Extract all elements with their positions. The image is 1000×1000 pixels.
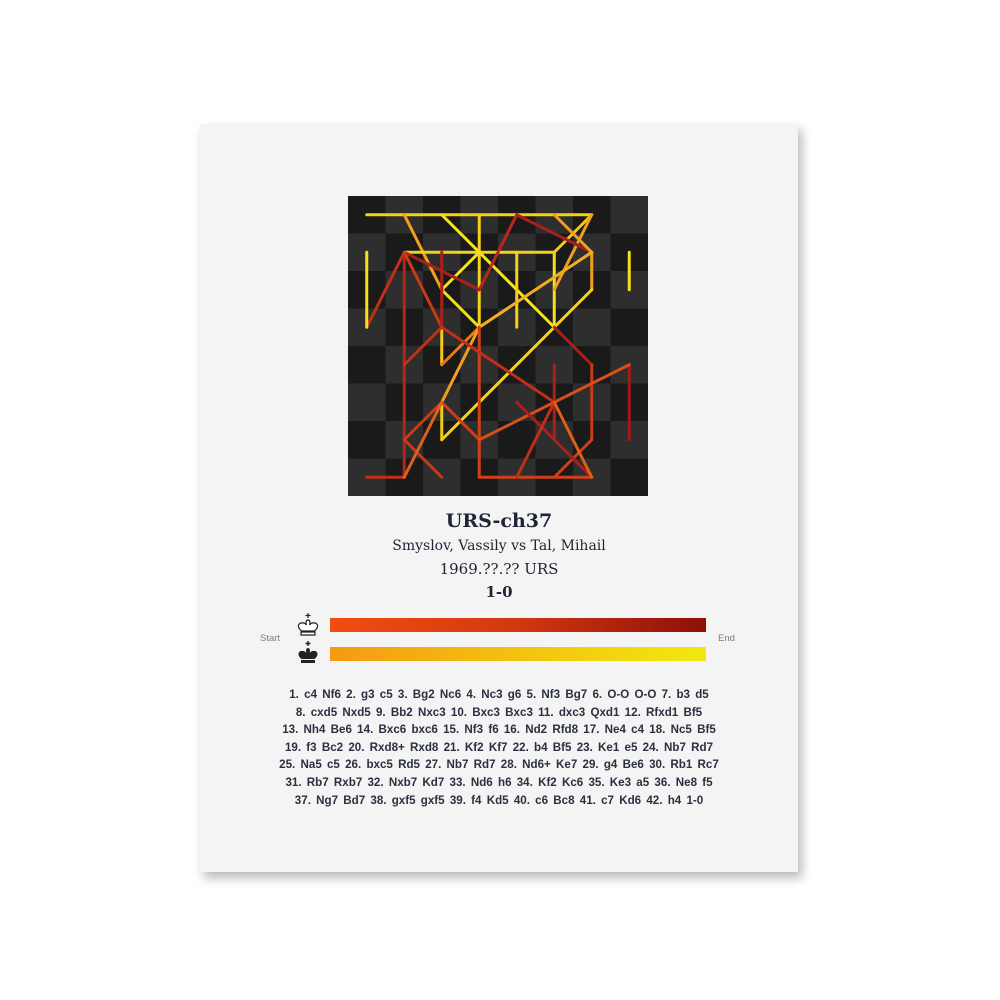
move-line-c5-f3 xyxy=(440,325,556,404)
move-list-line: 19. f3 Bc2 20. Rxd8+ Rxd8 21. Kf2 Kf7 22… xyxy=(284,740,714,754)
board-square xyxy=(348,383,386,421)
end-label: End xyxy=(718,633,735,644)
move-line-g6-f5 xyxy=(552,288,594,329)
move-line-c6-d7 xyxy=(440,250,481,292)
move-line-f3-e1 xyxy=(515,400,556,479)
move-list-line: 31. Rb7 Rxb7 32. Nxb7 Kd7 33. Nd6 h6 34.… xyxy=(285,775,713,789)
event-title: URS-ch37 xyxy=(445,510,553,532)
board-square xyxy=(610,308,648,346)
move-line-d5-g7 xyxy=(477,250,594,329)
move-list-line: 25. Na5 c5 26. bxc5 Rd5 27. Nb7 Rd7 28. … xyxy=(279,758,719,772)
move-line-e8-g7 xyxy=(515,213,594,254)
move-line-g8-f6 xyxy=(552,213,594,292)
move-line-b2-c3 xyxy=(402,400,444,442)
black-moves-gradient-bar xyxy=(330,647,706,661)
move-line-c6-d5 xyxy=(440,288,481,329)
move-line-d2-c3 xyxy=(440,400,481,442)
move-line-f5-g4 xyxy=(552,325,594,367)
white-king-icon xyxy=(297,613,319,636)
move-list-line: 37. Ng7 Bd7 38. gxf5 gxf5 39. f4 Kd5 40.… xyxy=(294,793,704,807)
move-line-c3-d5 xyxy=(440,325,481,404)
move-list: 1. c4 Nf6 2. g3 c5 3. Bg2 Nc6 4. Nc3 g6 … xyxy=(200,686,798,809)
move-line-b7-a5 xyxy=(365,250,406,329)
move-list-line: 8. cxd5 Nxd5 9. Bb2 Nxc3 10. Bxc3 Bxc3 1… xyxy=(295,705,703,719)
white-moves-gradient-bar xyxy=(330,618,706,632)
move-line-e3-g1 xyxy=(515,400,594,479)
move-line-b4-c5 xyxy=(402,325,444,367)
move-line-f3-g1 xyxy=(552,400,594,479)
move-line-b7-c5 xyxy=(402,250,444,329)
move-list-line: 1. c4 Nf6 2. g3 c5 3. Bg2 Nc6 4. Nc3 g6 … xyxy=(289,688,709,701)
move-line-c4-d5 xyxy=(440,325,481,367)
move-line-b1-c3 xyxy=(402,400,444,479)
board-square xyxy=(610,196,648,234)
result: 1-0 xyxy=(485,583,513,601)
board-square xyxy=(573,308,611,346)
black-king-icon xyxy=(298,641,318,663)
board-square xyxy=(348,346,386,384)
board-square xyxy=(610,458,648,496)
date-site: 1969.??.?? URS xyxy=(439,560,559,578)
chess-board-move-map xyxy=(348,196,648,496)
poster: URS-ch37 Smyslov, Vassily vs Tal, Mihail… xyxy=(200,124,798,872)
move-line-f8-g7 xyxy=(552,213,594,254)
move-line-e8-d6 xyxy=(477,213,519,292)
start-label: Start xyxy=(260,633,281,644)
move-line-b2-c1 xyxy=(402,438,444,479)
move-line-c8-f5 xyxy=(440,213,556,329)
board-square xyxy=(348,421,386,459)
players: Smyslov, Vassily vs Tal, Mihail xyxy=(392,538,606,554)
move-list-line: 13. Nh4 Be6 14. Bxc6 bxc6 15. Nf3 f6 16.… xyxy=(282,723,716,737)
